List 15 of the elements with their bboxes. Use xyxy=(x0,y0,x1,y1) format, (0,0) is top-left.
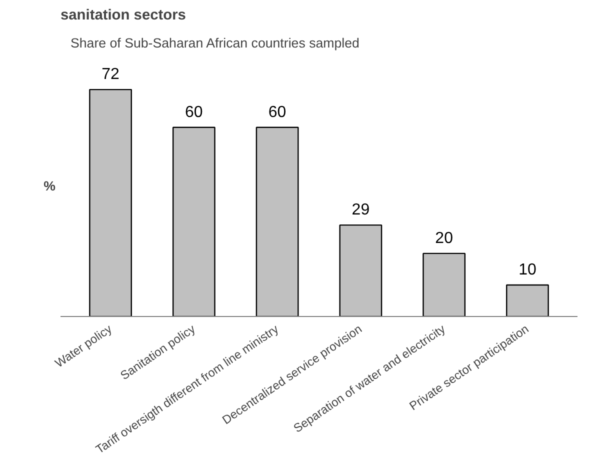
bar xyxy=(506,284,549,316)
bar xyxy=(422,252,466,316)
data-label: 60 xyxy=(268,104,286,121)
data-label: 29 xyxy=(352,202,370,219)
data-label: 72 xyxy=(102,66,120,84)
y-axis-title: % xyxy=(44,178,56,194)
data-label: 20 xyxy=(435,230,454,248)
bar xyxy=(256,126,299,316)
bar xyxy=(89,88,132,316)
data-label: 60 xyxy=(185,104,203,121)
bar xyxy=(172,126,216,316)
bar xyxy=(339,224,382,316)
data-label: 10 xyxy=(518,262,536,279)
chart-subtitle: Share of Sub-Saharan African countries sampled xyxy=(70,36,360,50)
chart-title: sanitation sectors xyxy=(60,8,186,24)
